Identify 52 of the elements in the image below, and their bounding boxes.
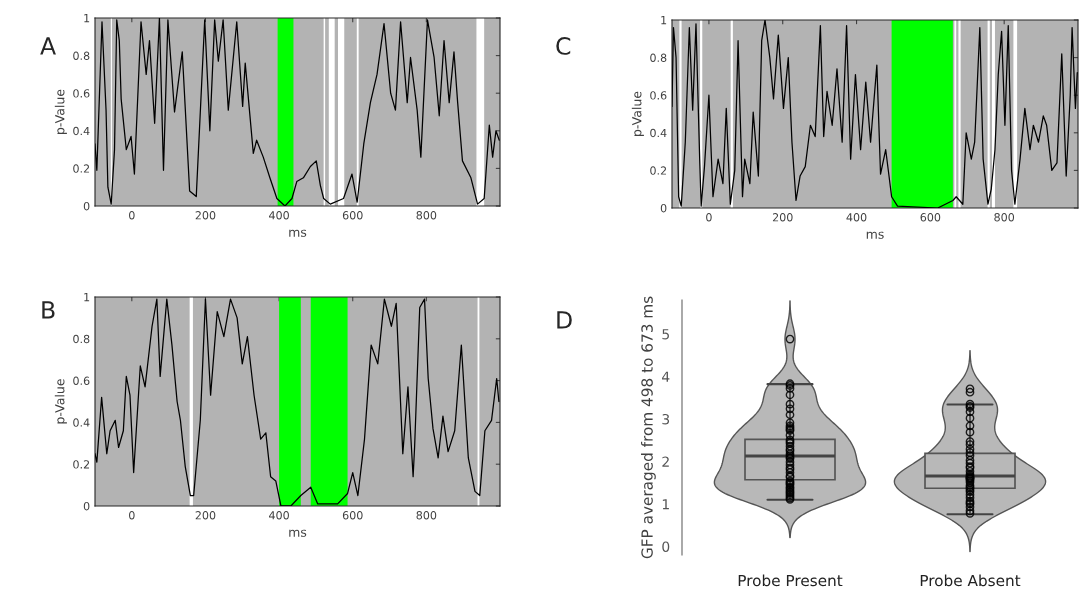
x-tick-label: 600 [342, 211, 363, 220]
text: A [40, 37, 56, 55]
y-tick-label: 0.8 [73, 51, 90, 60]
text: C [556, 36, 571, 55]
x-tick-label: 400 [269, 511, 289, 520]
x-tick-label: 0 [129, 511, 135, 520]
y-tick-label: 1 [661, 16, 667, 25]
y-tick-label: 0.2 [73, 460, 90, 469]
y-tick-label: 1 [84, 293, 90, 302]
x-tick-label: Probe Present [738, 574, 843, 587]
y-tick-label: 2 [662, 456, 669, 467]
x-tick-label: 0 [129, 211, 135, 220]
y-tick-label: 1 [662, 499, 669, 510]
chart-title: D [557, 311, 572, 329]
y-tick-label: 0 [662, 541, 670, 552]
x-tick-label: 800 [994, 213, 1015, 222]
y-axis-title: p-Value [54, 379, 67, 424]
x-tick-label: 200 [772, 213, 793, 222]
x-tick-label: 800 [416, 511, 437, 520]
x-tick-label: 800 [416, 211, 437, 220]
y-tick-label: 0.2 [73, 164, 90, 173]
x-tick-label: 600 [920, 213, 941, 222]
x-tick-label: Probe Absent [920, 574, 1021, 587]
y-tick-label: 0.4 [650, 128, 667, 138]
y-axis-title: p-Value [631, 91, 644, 136]
y-tick-label: 0.6 [73, 89, 90, 98]
y-tick-label: 0.4 [73, 126, 90, 136]
y-tick-label: 0.4 [73, 418, 90, 427]
x-tick-label: 200 [195, 511, 216, 520]
y-tick-label: 0.6 [73, 376, 90, 385]
y-axis-title: GFP averaged from 498 to 673 ms [641, 296, 656, 559]
y-tick-label: 4 [662, 371, 670, 382]
y-tick-label: 0.8 [650, 53, 667, 62]
x-axis-title: ms [289, 229, 307, 237]
y-tick-label: 0 [660, 203, 667, 213]
chart-title: B [42, 301, 55, 319]
y-tick-label: 0 [83, 201, 90, 211]
y-axis-title: p-Value [54, 89, 67, 134]
x-tick-label: 200 [195, 211, 216, 220]
x-tick-label: 0 [706, 213, 712, 222]
y-tick-label: 0 [83, 501, 90, 511]
x-axis-title: ms [866, 231, 884, 239]
y-tick-label: 5 [662, 329, 669, 340]
y-tick-label: 1 [84, 14, 90, 23]
x-tick-label: 400 [846, 213, 867, 222]
x-tick-label: 600 [342, 511, 363, 520]
x-tick-label: 400 [269, 211, 289, 220]
x-axis-title: ms [289, 529, 307, 537]
y-tick-label: 0.2 [650, 166, 667, 175]
y-tick-label: 0.8 [73, 334, 90, 344]
y-tick-label: 3 [662, 413, 670, 425]
y-tick-label: 0.6 [650, 91, 667, 100]
